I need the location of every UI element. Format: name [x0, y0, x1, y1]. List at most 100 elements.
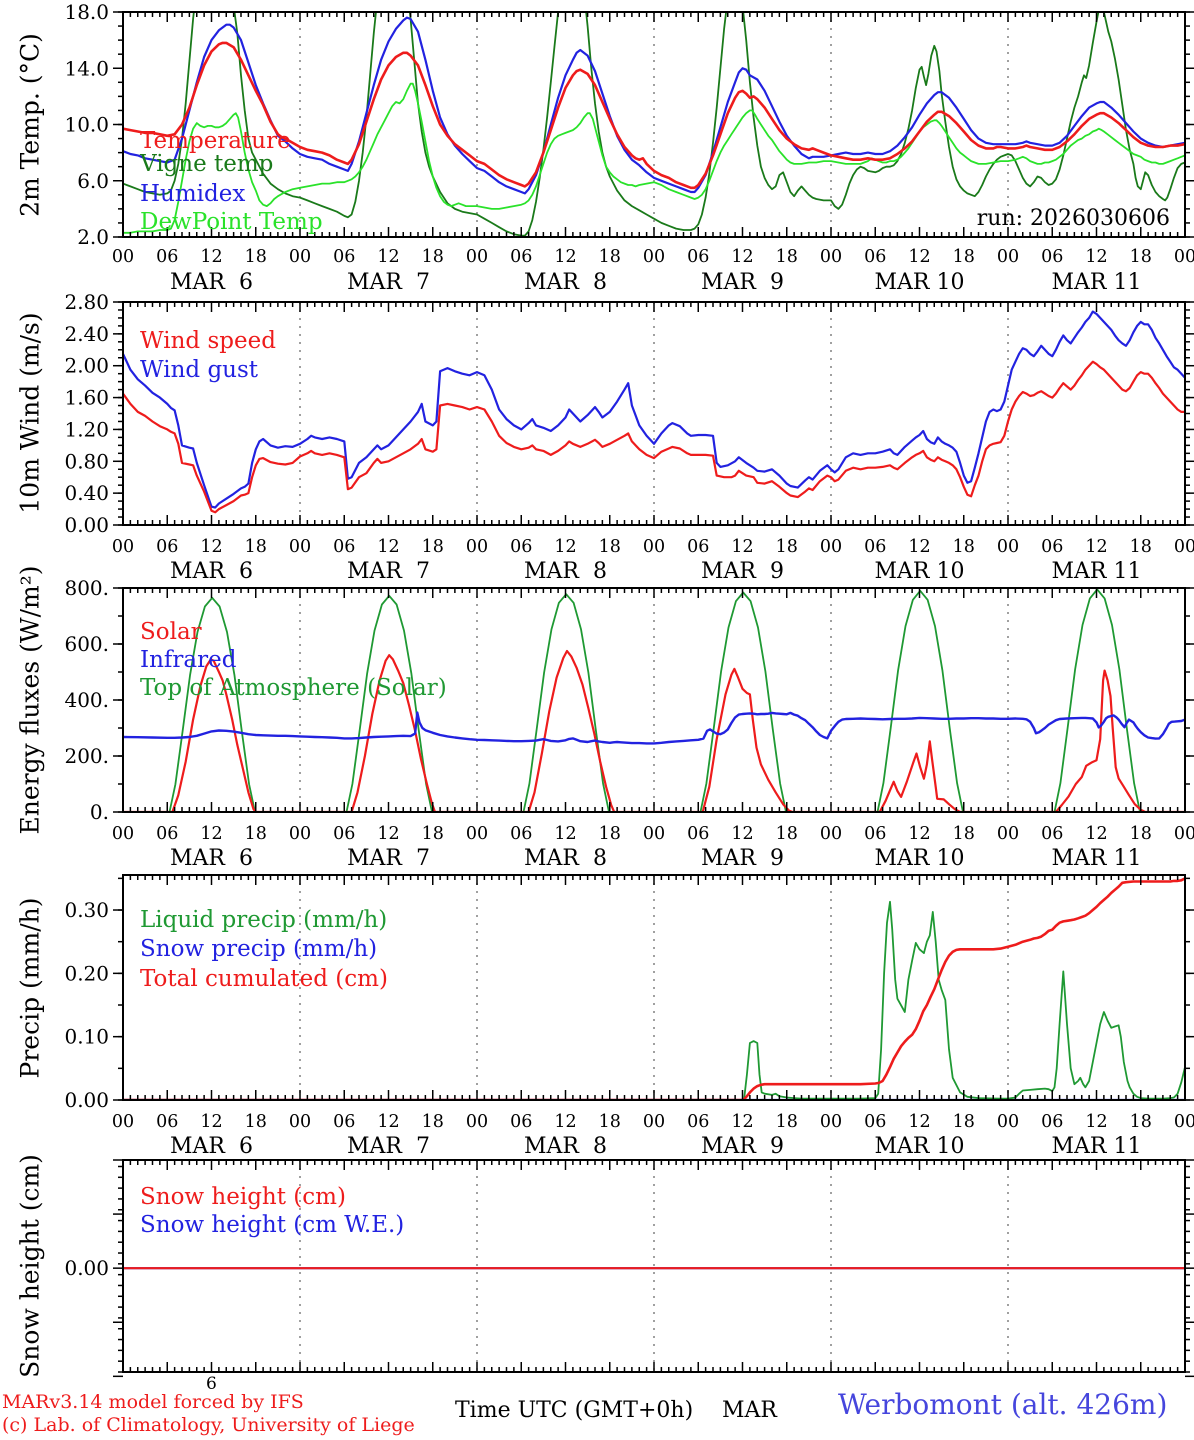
ytick-label: 400. — [64, 688, 109, 712]
hour-label: 12 — [908, 824, 930, 844]
day-label: MAR 9 — [701, 1134, 784, 1159]
hour-label: 18 — [599, 247, 621, 267]
day-label: MAR 10 — [875, 270, 965, 295]
hour-label: 12 — [200, 537, 222, 557]
hour-label: 12 — [554, 247, 576, 267]
hour-label: 06 — [1041, 537, 1063, 557]
hour-label: 00 — [820, 824, 842, 844]
day-label: MAR 9 — [701, 270, 784, 295]
hour-label: 12 — [200, 824, 222, 844]
footer-month-label: MAR — [722, 1398, 777, 1423]
hour-label: 00 — [466, 1112, 488, 1132]
day-label: MAR 11 — [1052, 1134, 1142, 1159]
panel-4-xticks — [122, 1160, 1186, 1372]
hour-label: 12 — [731, 537, 753, 557]
ytick-label: 800. — [64, 576, 109, 600]
hour-label: 00 — [289, 247, 311, 267]
run-label: run: 2026030606 — [976, 206, 1170, 231]
ytick-label: 600. — [64, 632, 109, 656]
hour-label: 00 — [997, 537, 1019, 557]
hour-label: 18 — [776, 247, 798, 267]
hour-label: 18 — [776, 1112, 798, 1132]
hour-label: 06 — [333, 537, 355, 557]
hour-label: 00 — [112, 1112, 134, 1132]
day-label: MAR 11 — [1052, 559, 1142, 584]
ytick-label: 200. — [64, 744, 109, 768]
hour-label: 12 — [200, 1112, 222, 1132]
panel-3-xticks — [122, 875, 1186, 1100]
hour-label: 12 — [554, 1112, 576, 1132]
hour-label: 06 — [864, 537, 886, 557]
day-label: MAR 9 — [701, 846, 784, 871]
hour-label: 06 — [510, 247, 532, 267]
panel-3-day-labels: MAR 6 MAR 7 MAR 8 MAR 9 MAR 10 MAR 11 — [170, 1134, 1141, 1159]
ytick-label: 0.00 — [64, 1088, 109, 1112]
panel-0-yticks — [113, 11, 1194, 238]
y-axis-title-temp: 2m Temp. (°C) — [15, 33, 45, 217]
day-label: MAR 8 — [524, 559, 607, 584]
legend-dewpoint-temp: DewPoint Temp — [140, 209, 323, 235]
hour-label: 00 — [112, 247, 134, 267]
hour-label: 18 — [245, 1112, 267, 1132]
hour-label: 12 — [554, 824, 576, 844]
hour-label: 00 — [820, 1112, 842, 1132]
hour-label: 12 — [908, 537, 930, 557]
hour-label: 06 — [333, 824, 355, 844]
ytick-label: 6.0 — [77, 169, 109, 193]
hour-label: 18 — [953, 537, 975, 557]
hour-label: 18 — [422, 824, 444, 844]
ytick-label: 2.00 — [64, 354, 109, 378]
panel-3-series-liquid-precip-mm-h- — [123, 900, 1185, 1100]
day-label: MAR 6 — [170, 559, 253, 584]
hour-label: 00 — [820, 537, 842, 557]
hour-label: 06 — [687, 1112, 709, 1132]
legend-wind-speed: Wind speed — [140, 328, 276, 354]
panel-0-hour-labels: 00 06 12 18 00 06 12 18 00 06 12 18 00 06 12 18 00 06 12 18… — [112, 247, 1194, 267]
hour-label: 00 — [1174, 824, 1194, 844]
hour-label: 06 — [333, 1112, 355, 1132]
ytick-label: 0.20 — [64, 961, 109, 985]
panel-1-ytick-labels: 0.00 0.40 0.80 1.20 1.60 2.00 2.40 2.80 — [64, 290, 109, 537]
hour-label: 00 — [1174, 247, 1194, 267]
day-label: MAR 7 — [347, 846, 430, 871]
panel-3-gridlines — [299, 875, 1009, 1100]
day-label: MAR 10 — [875, 846, 965, 871]
legend-solar: Solar — [140, 619, 202, 645]
hour-label: 00 — [289, 1112, 311, 1132]
panel-4-ytick-labels: 0.00 — [64, 1256, 109, 1280]
hour-label: 18 — [953, 247, 975, 267]
panel-2-day-labels: MAR 6 MAR 7 MAR 8 MAR 9 MAR 10 MAR 11 — [170, 846, 1141, 871]
panel-3-hour-labels: 00 06 12 18 00 06 12 18 00 06 12 18 00 06 12 18 00 06 12 18… — [112, 1112, 1194, 1132]
panel-3: 0.00 0.10 0.20 0.30 00 06 12 18 00 06 12 18 00 06 12 18… — [64, 874, 1194, 1159]
panel-1-yticks — [113, 301, 1194, 526]
hour-label: 00 — [1174, 1112, 1194, 1132]
ytick-label: 0. — [90, 800, 109, 824]
legend-snow-height-we: Snow height (cm W.E.) — [140, 1212, 405, 1238]
panel-3-yticks — [113, 877, 1194, 1101]
day-label: MAR 7 — [347, 1134, 430, 1159]
hour-label: 18 — [953, 824, 975, 844]
hour-label: 00 — [289, 824, 311, 844]
ytick-label: 18.0 — [64, 0, 109, 24]
day-label: MAR 10 — [875, 1134, 965, 1159]
day-label: MAR 8 — [524, 1134, 607, 1159]
y-axis-title-snow: Snow height (cm) — [15, 1154, 45, 1378]
hour-label: 06 — [1041, 1112, 1063, 1132]
panel-1-hour-labels: 00 06 12 18 00 06 12 18 00 06 12 18 00 06 12 18 00 06 12 18… — [112, 537, 1194, 557]
footer-stray-superscript: 6 — [206, 1374, 217, 1394]
ytick-label: 1.60 — [64, 386, 109, 410]
hour-label: 00 — [466, 247, 488, 267]
hour-label: 18 — [599, 537, 621, 557]
hour-label: 12 — [554, 537, 576, 557]
panel-0-series-temperature — [123, 41, 1185, 190]
hour-label: 12 — [908, 247, 930, 267]
panel-0: 2.0 6.0 10.0 14.0 18.0 00 06 12 18 00 06 12 18 00 06 12… — [64, 0, 1194, 295]
hour-label: 00 — [997, 824, 1019, 844]
panel-3-ytick-labels: 0.00 0.10 0.20 0.30 — [64, 898, 109, 1112]
hour-label: 00 — [643, 824, 665, 844]
hour-label: 18 — [953, 1112, 975, 1132]
footer-station-label: Werbomont (alt. 426m) — [838, 1388, 1168, 1421]
hour-label: 06 — [156, 824, 178, 844]
panel-2-series-solar — [123, 649, 1185, 812]
